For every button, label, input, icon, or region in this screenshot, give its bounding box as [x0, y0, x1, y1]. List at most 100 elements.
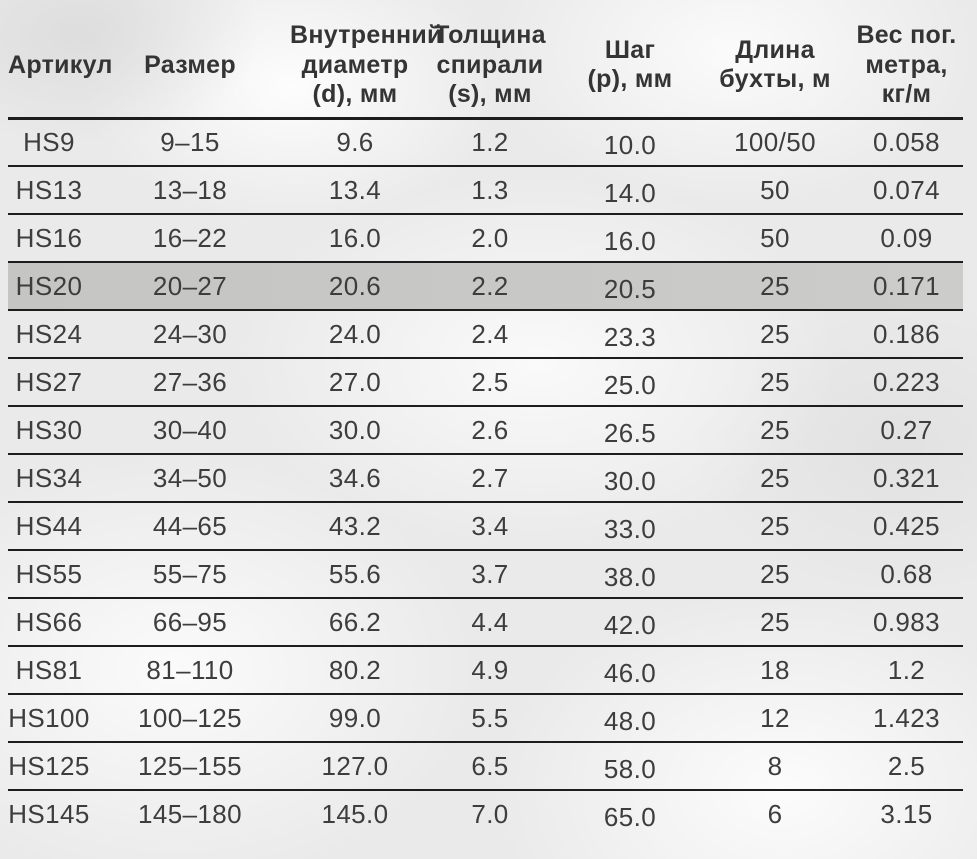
table-cell: HS13: [8, 166, 90, 215]
table-cell: 16–22: [90, 214, 290, 263]
table-cell: 6: [767, 799, 783, 829]
table-cell: 34.6: [290, 454, 420, 503]
table-cell: 24.0: [290, 310, 420, 359]
table-cell: 0.058: [850, 118, 963, 167]
table-cell: 100–125: [90, 694, 290, 743]
table-row: HS44 44–65 43.2 3.4 33.0 25 0.425: [8, 502, 963, 554]
table-cell: HS20: [8, 262, 90, 311]
table-cell: 30.0: [560, 457, 700, 506]
col-header-spiral-thickness: Толщина спирали (s), мм: [420, 0, 560, 120]
table-row: HS125 125–155 127.0 6.5 58.0 8 2.5: [8, 742, 963, 794]
table-cell: 3.7: [420, 550, 560, 599]
table-cell: 20.6: [290, 262, 420, 311]
table-cell: 0.074: [850, 166, 963, 215]
table-cell: 81–110: [90, 646, 290, 695]
table-cell: 6.5: [420, 742, 560, 791]
table-cell: 2.2: [420, 262, 560, 311]
table-cell: 55.6: [290, 550, 420, 599]
col-header-inner-diameter: Внутренний диаметр (d), мм: [290, 0, 442, 120]
table-row: HS34 34–50 34.6 2.7 30.0 25 0.321: [8, 454, 963, 506]
table-cell: 25: [700, 358, 850, 407]
table-cell: 0.321: [850, 454, 963, 503]
table-cell: 10.0: [560, 121, 700, 170]
table-cell: HS34: [8, 454, 90, 503]
table-row: HS55 55–75 55.6 3.7 38.0 25 0.68: [8, 550, 963, 602]
table-cell: 4.4: [420, 598, 560, 647]
table-cell: 127.0: [290, 742, 420, 791]
table-cell: HS100: [8, 694, 90, 743]
table-row: HS100 100–125 99.0 5.5 48.0 12 1.423: [8, 694, 963, 746]
table-cell: 46.0: [560, 649, 700, 698]
col-header-size: Размер: [90, 0, 290, 120]
table-cell: HS16: [8, 214, 90, 263]
table-cell: 48.0: [560, 697, 700, 746]
table-cell: 0.983: [850, 598, 963, 647]
table-row: HS27 27–36 27.0 2.5 25.0 25 0.223: [8, 358, 963, 410]
table-cell: 25.0: [560, 361, 700, 410]
table-cell: 0.171: [850, 262, 963, 311]
table-row: HS81 81–110 80.2 4.9 46.0 18 1.2: [8, 646, 963, 698]
table-cell: 66.2: [290, 598, 420, 647]
table-cell: 1.2: [850, 646, 963, 695]
table-cell: 0.186: [850, 310, 963, 359]
table-cell: HS9: [8, 118, 90, 167]
table-cell: 25: [700, 310, 850, 359]
table-cell: 13–18: [90, 166, 290, 215]
table-cell: 50: [700, 214, 850, 263]
table-cell: 18: [700, 646, 850, 695]
table-cell: 12: [700, 694, 850, 743]
table-cell: 1.3: [420, 166, 560, 215]
table-cell: 20–27: [90, 262, 290, 311]
table-cell: 65.0: [603, 802, 657, 832]
table-cell: 1.2: [420, 118, 560, 167]
table-cell: 0.68: [850, 550, 963, 599]
table-cell: 9–15: [90, 118, 290, 167]
table-cell: 23.3: [560, 313, 700, 362]
table-cell: 16.0: [560, 217, 700, 266]
col-header-article: Артикул: [8, 0, 112, 120]
table-cell: 125–155: [90, 742, 290, 791]
table-cell: 25: [700, 454, 850, 503]
table-cell: 2.7: [420, 454, 560, 503]
table-cell: 2.6: [420, 406, 560, 455]
table-row: HS16 16–22 16.0 2.0 16.0 50 0.09: [8, 214, 963, 266]
table-cell: 99.0: [290, 694, 420, 743]
table-cell: 33.0: [560, 505, 700, 554]
table-cell: 5.5: [420, 694, 560, 743]
table-cell: 24–30: [90, 310, 290, 359]
table-cell: 9.6: [290, 118, 420, 167]
table-cell: HS27: [8, 358, 90, 407]
table-cell: 25: [700, 502, 850, 551]
table-cell: 0.223: [850, 358, 963, 407]
table-cell: 58.0: [560, 745, 700, 794]
table-row: HS13 13–18 13.4 1.3 14.0 50 0.074: [8, 166, 963, 218]
table-cell: HS66: [8, 598, 90, 647]
table-cell: 14.0: [560, 169, 700, 218]
table-cell: 0.09: [850, 214, 963, 263]
table-row: HS145 145–180 145.0 7.0 65.0 6 3.15: [8, 790, 963, 838]
table-cell: 1.423: [850, 694, 963, 743]
table-cell: 3.15: [880, 799, 933, 829]
table-cell: 25: [700, 262, 850, 311]
col-header-coil-length: Длина бухты, м: [700, 0, 850, 120]
table-cell: HS145: [8, 799, 90, 829]
col-header-weight-per-meter: Вес пог. метра, кг/м: [850, 0, 963, 120]
table-cell: 66–95: [90, 598, 290, 647]
spec-table: Артикул Размер Внутренний диаметр (d), м…: [8, 0, 963, 838]
table-cell: 0.425: [850, 502, 963, 551]
table-cell: 80.2: [290, 646, 420, 695]
table-cell: 34–50: [90, 454, 290, 503]
table-cell: 0.27: [850, 406, 963, 455]
table-cell: HS125: [8, 742, 90, 791]
table-row: HS9 9–15 9.6 1.2 10.0 100/50 0.058: [8, 118, 963, 170]
table-cell: HS44: [8, 502, 90, 551]
table-cell: HS81: [8, 646, 90, 695]
table-cell: HS55: [8, 550, 90, 599]
table-cell: 43.2: [290, 502, 420, 551]
table-cell: 145–180: [137, 799, 243, 829]
table-cell: HS30: [8, 406, 90, 455]
table-cell: 25: [700, 406, 850, 455]
table-cell: 3.4: [420, 502, 560, 551]
table-cell: 2.5: [420, 358, 560, 407]
